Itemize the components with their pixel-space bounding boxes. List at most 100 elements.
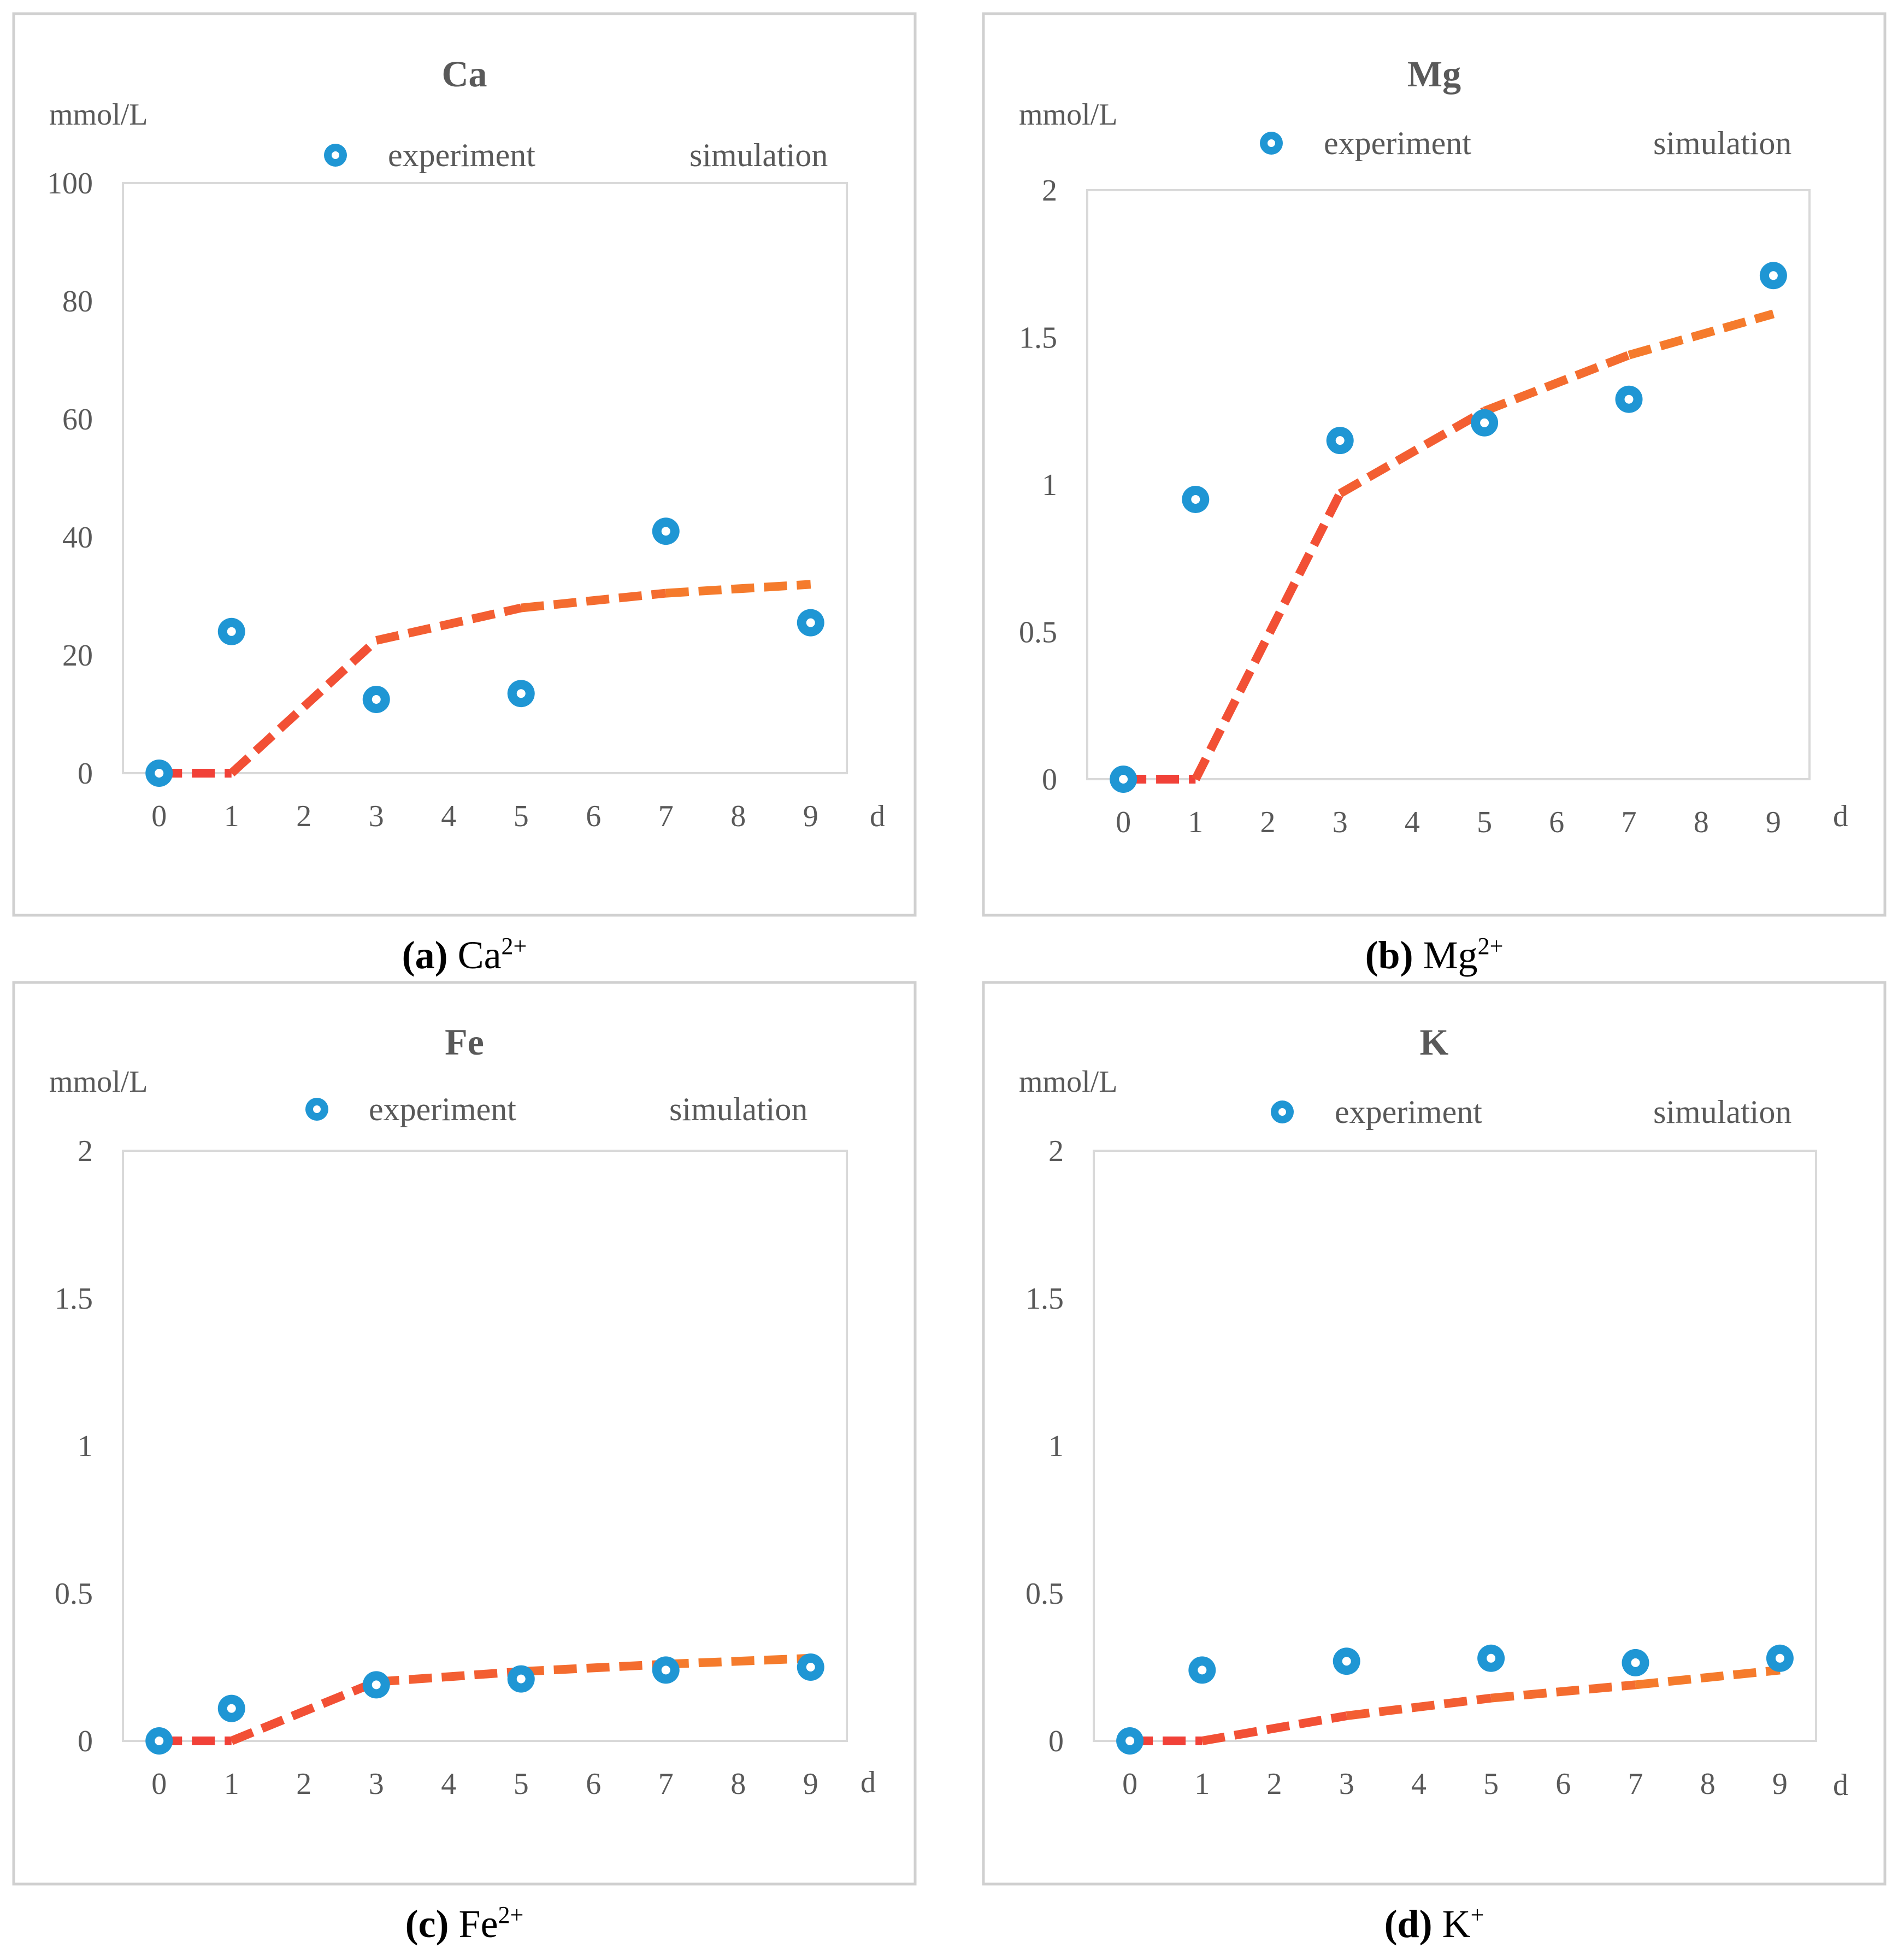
- y-tick-label: 100: [47, 167, 93, 201]
- chart-title: Mg: [1407, 53, 1461, 95]
- legend-label-simulation: simulation: [689, 137, 828, 173]
- caption-ion: Fe: [459, 1902, 498, 1946]
- x-tick-label: 9: [803, 1767, 818, 1801]
- x-tick-label: 0: [1116, 805, 1131, 839]
- experiment-point-center: [1119, 775, 1128, 784]
- y-tick-label: 40: [62, 521, 93, 555]
- x-tick-label: 0: [151, 799, 167, 833]
- x-tick-label: 5: [1483, 1767, 1499, 1801]
- x-tick-label: 1: [1188, 805, 1203, 839]
- y-tick-label: 0: [78, 1724, 93, 1758]
- x-tick-label: 7: [1628, 1767, 1643, 1801]
- x-tick-label: 3: [1339, 1767, 1354, 1801]
- experiment-point-center: [806, 618, 815, 627]
- experiment-point-center: [1487, 1653, 1496, 1663]
- experiment-point-center: [1125, 1737, 1135, 1745]
- x-tick-labels: 0 1 2 3 4 5 6 7 8 9: [151, 1767, 818, 1801]
- simulation-segment: [375, 603, 522, 645]
- simulation-segment: [229, 1678, 378, 1745]
- experiment-point-center: [661, 1665, 670, 1675]
- x-tick-labels: 0 1 2 3 4 5 6 7 8 9: [151, 799, 818, 833]
- x-tick-label: 8: [1700, 1767, 1716, 1801]
- x-tick-labels: 0 1 2 3 4 5 6 7 8 9: [1122, 1767, 1788, 1801]
- caption-ion: Ca: [458, 933, 502, 977]
- simulation-segment: [1337, 407, 1487, 498]
- y-tick-label: 1.5: [1025, 1282, 1064, 1316]
- caption-label: (b): [1365, 933, 1413, 977]
- panel-a: Ca mmol/L d experiment simulation 020406…: [12, 12, 917, 977]
- x-tick-label: 3: [1333, 805, 1348, 839]
- chart-title: K: [1420, 1021, 1449, 1063]
- y-tick-labels: 0 0.5 1 1.5 2: [1025, 1134, 1064, 1758]
- experiment-point-center: [1342, 1657, 1351, 1666]
- x-tick-label: 3: [369, 799, 384, 833]
- y-axis-unit: mmol/L: [1019, 1065, 1117, 1099]
- y-tick-label: 0: [1042, 763, 1057, 797]
- experiment-series: [1110, 262, 1787, 793]
- x-tick-label: 1: [224, 1767, 239, 1801]
- x-tick-label: 8: [730, 1767, 746, 1801]
- x-tick-label: 0: [151, 1767, 167, 1801]
- x-tick-label: 9: [803, 799, 818, 833]
- x-tick-label: 1: [1194, 1767, 1210, 1801]
- x-tick-label: 9: [1766, 805, 1781, 839]
- panel-caption: (a) Ca2+: [402, 933, 527, 977]
- x-tick-label: 2: [1267, 1767, 1282, 1801]
- x-tick-label: 7: [1622, 805, 1637, 839]
- caption-label: (a): [402, 933, 448, 977]
- experiment-point-center: [155, 769, 164, 778]
- experiment-point-center: [516, 1674, 526, 1684]
- plot-area: [1086, 189, 1811, 780]
- simulation-segment: [1192, 491, 1344, 781]
- x-tick-label: 8: [730, 799, 746, 833]
- legend-label-experiment: experiment: [388, 137, 535, 173]
- x-axis-unit: d: [860, 1765, 876, 1799]
- caption-charge: 2+: [502, 933, 527, 960]
- experiment-point-center: [1198, 1665, 1207, 1675]
- simulation-segment: [665, 580, 811, 598]
- panel-b: Mg mmol/L d experiment simulation 0 0.5 1 1…: [982, 12, 1887, 977]
- x-tick-label: 4: [1405, 805, 1420, 839]
- y-tick-labels: 0 20 40 60 80 100: [47, 167, 93, 791]
- legend: experiment simulation: [324, 137, 828, 173]
- y-tick-label: 2: [1048, 1134, 1064, 1168]
- y-tick-label: 2: [78, 1134, 93, 1168]
- x-tick-label: 0: [1122, 1767, 1137, 1801]
- y-axis-unit: mmol/L: [49, 98, 148, 132]
- y-tick-label: 0: [1048, 1724, 1064, 1758]
- simulation-segment: [665, 1653, 811, 1669]
- legend-label-simulation: simulation: [1653, 1094, 1791, 1130]
- experiment-point-center: [1775, 1653, 1784, 1663]
- experiment-point-center: [227, 1704, 236, 1713]
- legend-marker-center: [313, 1105, 321, 1113]
- experiment-point-center: [227, 627, 236, 636]
- simulation-segment: [1201, 1711, 1348, 1745]
- y-tick-label: 60: [62, 403, 93, 437]
- x-axis-unit: d: [870, 799, 885, 833]
- x-tick-label: 9: [1772, 1767, 1788, 1801]
- x-tick-label: 7: [658, 799, 674, 833]
- panel-frame: [982, 12, 1887, 917]
- x-axis-unit: d: [1833, 799, 1848, 833]
- x-tick-label: 2: [1260, 805, 1276, 839]
- x-tick-label: 4: [441, 799, 456, 833]
- x-axis-unit: d: [1833, 1768, 1848, 1802]
- y-tick-label: 1: [1048, 1429, 1064, 1463]
- y-axis-unit: mmol/L: [49, 1065, 148, 1099]
- experiment-point-center: [1480, 418, 1489, 427]
- experiment-point-center: [661, 527, 670, 536]
- experiment-series: [145, 517, 824, 787]
- x-tick-labels: 0 1 2 3 4 5 6 7 8 9: [1116, 805, 1781, 839]
- y-tick-label: 2: [1042, 174, 1057, 208]
- y-tick-label: 1.5: [55, 1282, 93, 1316]
- y-tick-label: 1: [78, 1429, 93, 1463]
- simulation-segment: [376, 1667, 522, 1686]
- experiment-point-center: [1335, 436, 1345, 445]
- simulation-segment: [1483, 351, 1631, 415]
- x-tick-label: 5: [514, 799, 529, 833]
- x-tick-label: 2: [296, 1767, 311, 1801]
- chart-title: Ca: [441, 53, 487, 95]
- legend-marker-center: [1278, 1108, 1286, 1116]
- legend-label-experiment: experiment: [1335, 1094, 1482, 1130]
- caption-charge: +: [1471, 1902, 1484, 1928]
